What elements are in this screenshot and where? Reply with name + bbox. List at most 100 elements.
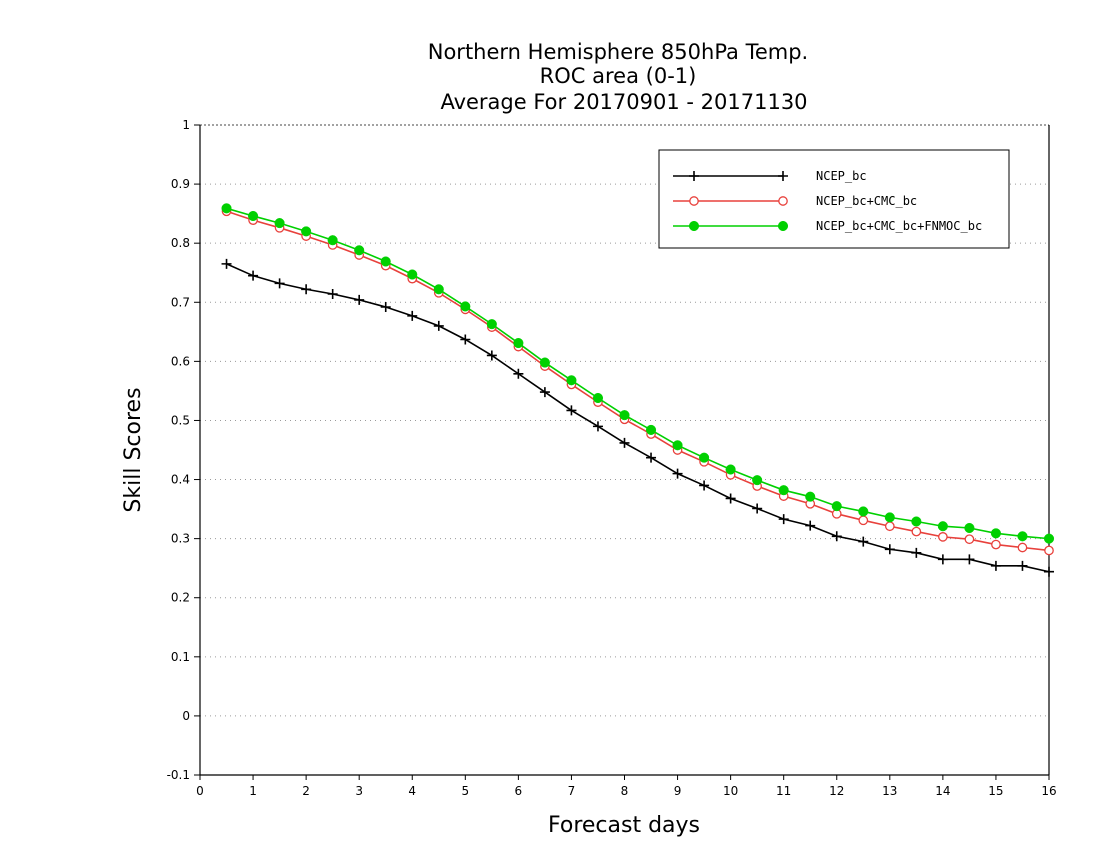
data-point <box>619 437 630 448</box>
legend: NCEP_bc NCEP_bc+CMC_bc NCEP_bc+CMC_bc+FNMO… <box>658 149 1010 249</box>
data-point <box>884 512 895 523</box>
data-point <box>937 521 948 532</box>
y-tick-label: 1 <box>182 118 190 132</box>
y-axis-label: Skill Scores <box>121 387 146 512</box>
y-tick-label: 0.6 <box>171 354 190 368</box>
x-axis-label: Forecast days <box>548 813 700 838</box>
data-point <box>672 440 683 451</box>
x-tick-label: 3 <box>355 784 363 798</box>
legend-label: NCEP_bc+CMC_bc <box>816 194 917 208</box>
x-tick-label: 6 <box>515 784 523 798</box>
data-point <box>486 350 497 361</box>
data-point <box>301 284 312 295</box>
data-point <box>513 337 524 349</box>
x-tick-label: 9 <box>674 784 682 798</box>
data-point <box>778 485 789 496</box>
data-point <box>805 491 816 502</box>
y-tick-label: 0.1 <box>171 650 190 664</box>
data-point <box>407 269 418 280</box>
data-point <box>248 210 259 222</box>
data-point <box>221 203 232 214</box>
series-1 <box>221 258 1054 577</box>
data-point <box>884 544 895 555</box>
data-point <box>354 245 365 256</box>
data-point <box>725 493 736 504</box>
axes: -0.100.10.20.30.40.50.60.70.80.910 1 2 3 4 5 6… <box>167 118 1057 798</box>
legend-marker <box>689 196 699 206</box>
data-point <box>778 514 789 525</box>
data-point <box>327 289 338 299</box>
chart-title-line-2: ROC area (0-1) <box>540 64 697 88</box>
y-tick-label: 0.5 <box>171 413 190 427</box>
chart-title-line-3: Average For 20170901 - 20171130 <box>440 90 807 114</box>
data-point <box>566 405 577 416</box>
data-point <box>699 452 710 463</box>
data-point <box>274 278 285 289</box>
x-tick-label: 12 <box>829 784 844 798</box>
legend-marker <box>688 220 700 232</box>
x-tick-label: 10 <box>723 784 738 798</box>
data-point <box>831 531 842 542</box>
x-tick-label: 14 <box>935 784 950 798</box>
data-point <box>1043 533 1055 544</box>
data-point <box>1017 531 1028 542</box>
data-point <box>911 547 922 558</box>
data-point <box>805 520 816 531</box>
x-tick-label: 11 <box>776 784 791 798</box>
legend-marker <box>778 196 788 206</box>
y-tick-label: 0.4 <box>171 473 190 487</box>
data-point <box>248 270 259 281</box>
data-point <box>380 256 391 267</box>
x-tick-label: 4 <box>408 784 416 798</box>
legend-marker <box>778 171 788 181</box>
data-point <box>380 302 391 312</box>
data-point <box>858 506 869 517</box>
x-tick-label: 2 <box>302 784 310 798</box>
data-point <box>274 218 285 229</box>
y-tick-label: 0.8 <box>171 236 190 250</box>
data-point <box>725 464 736 475</box>
data-point <box>301 226 312 237</box>
x-tick-label: 7 <box>568 784 576 798</box>
data-point <box>911 516 922 527</box>
data-point <box>991 539 1001 550</box>
data-point <box>619 410 630 421</box>
data-point <box>566 375 577 386</box>
data-point <box>752 503 763 514</box>
data-point <box>964 534 975 545</box>
data-point <box>672 468 683 479</box>
grid-lines <box>200 124 1049 717</box>
legend-box <box>658 149 1010 249</box>
data-point <box>433 320 444 331</box>
y-tick-label: 0.9 <box>171 177 190 191</box>
plot-series <box>221 203 1055 577</box>
data-point <box>1044 545 1054 556</box>
legend-marker <box>777 220 789 232</box>
data-point <box>990 560 1001 571</box>
data-point <box>407 310 418 321</box>
x-tick-label: 15 <box>988 784 1003 798</box>
data-point <box>911 526 922 537</box>
chart-title-line-1: Northern Hemisphere 850hPa Temp. <box>428 40 808 64</box>
data-point <box>354 294 365 305</box>
data-point <box>539 357 550 368</box>
x-tick-label: 8 <box>621 784 629 798</box>
data-point <box>460 334 471 345</box>
data-point <box>592 392 604 404</box>
data-point <box>831 501 842 512</box>
data-point <box>1044 566 1054 577</box>
data-point <box>858 515 869 526</box>
data-point <box>964 522 975 534</box>
y-tick-label: 0.3 <box>171 532 190 546</box>
data-point <box>460 301 471 312</box>
y-tick-label: 0.2 <box>171 591 190 605</box>
x-tick-label: 0 <box>196 784 204 798</box>
legend-label: NCEP_bc+CMC_bc+FNMOC_bc <box>816 219 982 233</box>
data-point <box>937 554 948 565</box>
x-tick-label: 16 <box>1041 784 1056 798</box>
x-tick-label: 1 <box>249 784 257 798</box>
data-point <box>513 368 524 379</box>
data-point <box>221 258 232 269</box>
data-point <box>645 424 657 435</box>
y-tick-label: -0.1 <box>167 768 190 782</box>
